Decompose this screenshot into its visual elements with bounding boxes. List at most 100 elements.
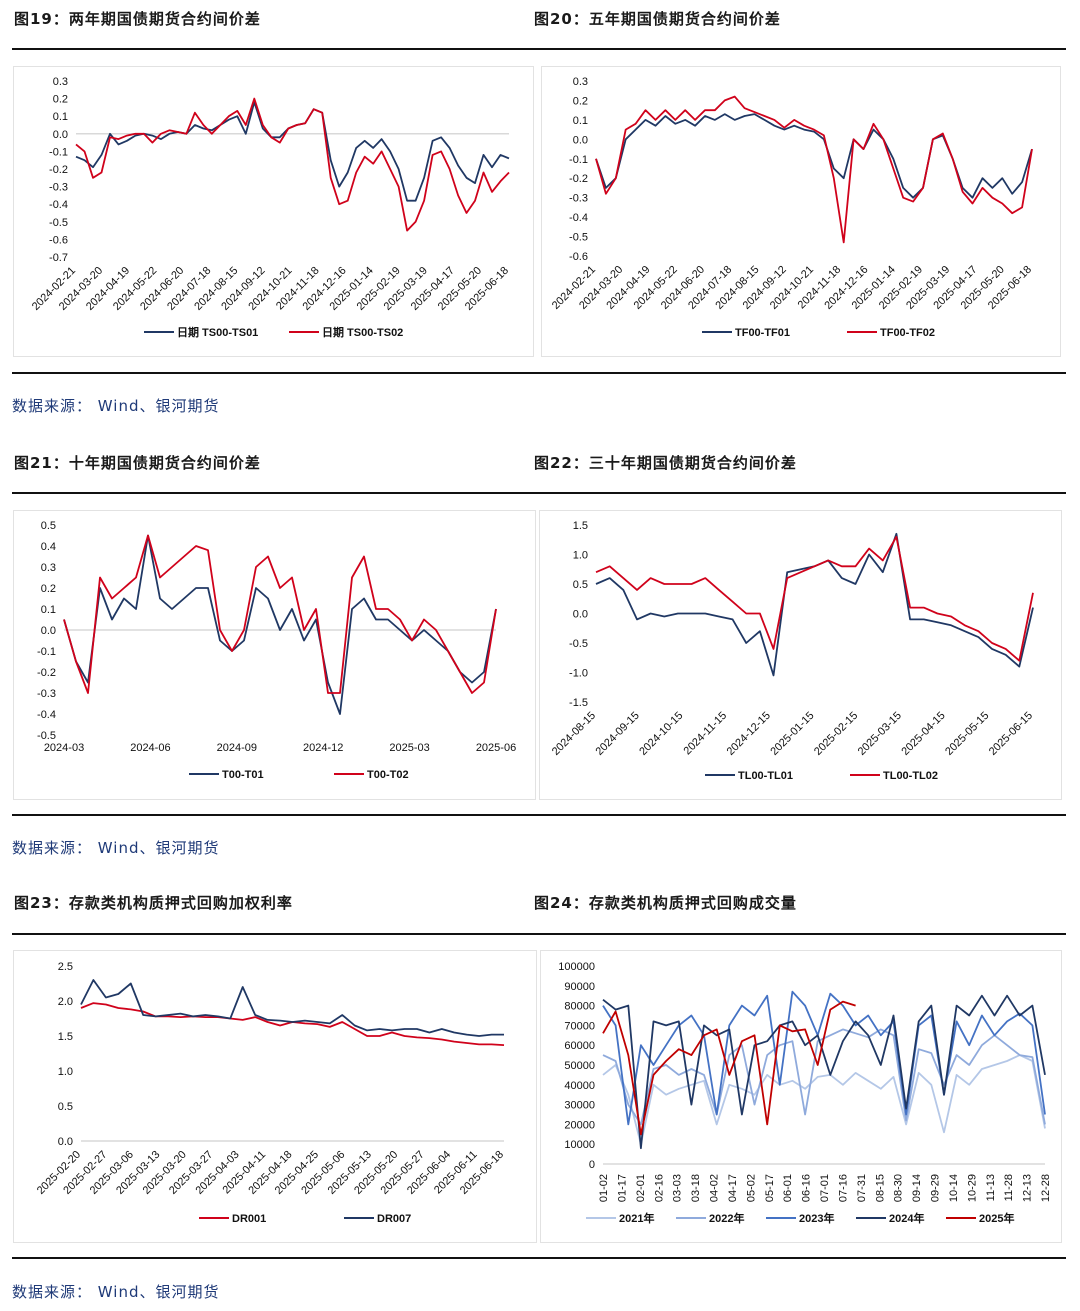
y-tick-label: 0.2 — [53, 94, 68, 106]
legend-label: T00-T02 — [367, 769, 409, 781]
y-tick-label: -0.4 — [37, 709, 56, 721]
y-tick-label: 90000 — [564, 981, 595, 993]
x-tick-label: 11-28 — [1003, 1174, 1015, 1201]
x-tick-label: 09-14 — [911, 1174, 923, 1202]
y-tick-label: -0.6 — [49, 234, 68, 246]
x-tick-label: 06-01 — [782, 1174, 794, 1202]
divider — [12, 814, 1066, 816]
y-tick-label: 0.2 — [41, 583, 56, 595]
chart-title-21: 图21：十年期国债期货合约间价差 — [14, 454, 261, 472]
y-tick-label: 0.1 — [53, 111, 68, 123]
x-tick-label: 03-18 — [690, 1174, 702, 1202]
y-tick-label: 0.3 — [573, 76, 588, 88]
y-tick-label: 100000 — [558, 961, 595, 973]
source-note: 数据来源： Wind、银河期货 — [12, 397, 220, 415]
x-tick-label: 2025-05-15 — [943, 710, 991, 758]
chart-title-20: 图20：五年期国债期货合约间价差 — [534, 10, 781, 28]
y-tick-label: 0.5 — [573, 579, 588, 591]
y-tick-label: 0.3 — [53, 76, 68, 88]
x-tick-label: 07-31 — [856, 1174, 868, 1202]
y-tick-label: -0.3 — [37, 688, 56, 700]
x-tick-label: 2024-10-15 — [637, 710, 685, 758]
y-tick-label: -0.1 — [37, 646, 56, 658]
y-tick-label: 2.0 — [58, 996, 73, 1008]
x-tick-label: 02-16 — [653, 1174, 665, 1202]
y-tick-label: 0.0 — [573, 609, 588, 621]
x-tick-label: 07-16 — [837, 1174, 849, 1202]
y-tick-label: 0.3 — [41, 562, 56, 574]
chart-title-19: 图19：两年期国债期货合约间价差 — [14, 10, 261, 28]
y-tick-label: 0.1 — [41, 604, 56, 616]
x-tick-label: 2024-12 — [303, 742, 343, 754]
y-tick-label: 0.0 — [53, 129, 68, 141]
y-tick-label: 1.5 — [573, 520, 588, 532]
y-tick-label: 0.0 — [58, 1136, 73, 1148]
y-tick-label: -0.1 — [49, 146, 68, 158]
y-tick-label: 0.0 — [41, 625, 56, 637]
series-line-日期 TS00-TS01 — [75, 101, 510, 202]
y-tick-label: -0.5 — [569, 638, 588, 650]
y-tick-label: 50000 — [564, 1060, 595, 1072]
x-tick-label: 05-17 — [764, 1174, 776, 1202]
y-tick-label: 20000 — [564, 1119, 595, 1131]
x-tick-label: 2025-06 — [476, 742, 516, 754]
x-tick-label: 2025-02-15 — [812, 710, 860, 758]
chart-title-24: 图24：存款类机构质押式回购成交量 — [534, 894, 797, 912]
legend-label: DR001 — [232, 1213, 266, 1225]
y-tick-label: 30000 — [564, 1100, 595, 1112]
x-tick-label: 2024-06 — [130, 742, 170, 754]
x-tick-label: 04-02 — [709, 1174, 721, 1202]
chart-ts-spread: 0.3 0.2 0.1 0.0 -0.1 -0.2 -0.3 -0.4 -0.5 -0.6 -0.7… — [13, 66, 534, 357]
x-tick-label: 01-02 — [598, 1174, 610, 1202]
y-tick-label: -0.2 — [37, 667, 56, 679]
x-tick-label: 05-02 — [745, 1174, 757, 1202]
series-line-2025年 — [602, 1000, 856, 1136]
chart-dr-rate: 2.5 2.0 1.5 1.0 0.5 0.0 2025-02-20 2025-02-27 20… — [13, 950, 537, 1243]
y-tick-label: 0.4 — [41, 541, 56, 553]
divider — [12, 1257, 1066, 1259]
divider — [12, 492, 1066, 494]
x-tick-label: 2024-11-15 — [682, 710, 730, 758]
x-tick-label: 09-29 — [930, 1174, 942, 1202]
x-tick-label: 06-16 — [801, 1174, 813, 1202]
x-tick-label: 2024-09-15 — [594, 710, 642, 758]
y-tick-label: -0.5 — [37, 730, 56, 742]
series-line-DR001 — [80, 1002, 505, 1046]
legend-label: 2021年 — [619, 1211, 654, 1225]
y-tick-label: 0 — [589, 1159, 595, 1171]
legend-label: 2022年 — [709, 1211, 744, 1225]
y-tick-label: -1.0 — [569, 668, 588, 680]
x-tick-label: 12-13 — [1022, 1174, 1034, 1202]
y-tick-label: -1.5 — [569, 697, 588, 709]
divider — [12, 933, 1066, 935]
series-line-T00-T02 — [63, 534, 497, 694]
y-tick-label: 1.0 — [573, 550, 588, 562]
x-tick-label: 2024-08-15 — [550, 710, 598, 758]
x-tick-label: 07-01 — [819, 1174, 831, 1202]
y-tick-label: -0.7 — [49, 252, 68, 264]
y-tick-label: 0.5 — [58, 1101, 73, 1113]
y-tick-label: -0.1 — [569, 154, 588, 166]
y-tick-label: -0.3 — [569, 193, 588, 205]
x-tick-label: 2025-03 — [389, 742, 429, 754]
series-line-DR007 — [80, 979, 504, 1037]
series-line-2022年 — [602, 1028, 1046, 1126]
legend-label: TF00-TF01 — [735, 327, 790, 339]
x-tick-label: 2025-06-15 — [987, 710, 1035, 758]
x-tick-label: 2025-04-15 — [899, 710, 947, 758]
y-tick-label: 0.5 — [41, 520, 56, 532]
y-tick-label: 0.2 — [573, 95, 588, 107]
legend-label: 日期 TS00-TS01 — [177, 325, 258, 339]
x-tick-label: 02-01 — [635, 1174, 647, 1202]
legend-label: 2024年 — [889, 1211, 924, 1225]
x-tick-label: 10-29 — [966, 1174, 978, 1202]
x-tick-label: 2024-12-15 — [725, 710, 773, 758]
legend-label: 2023年 — [799, 1211, 834, 1225]
y-tick-label: -0.2 — [49, 164, 68, 176]
source-note: 数据来源： Wind、银河期货 — [12, 1283, 220, 1301]
x-tick-label: 2024-09 — [217, 742, 257, 754]
source-note: 数据来源： Wind、银河期货 — [12, 839, 220, 857]
legend-label: TF00-TF02 — [880, 327, 935, 339]
y-tick-label: -0.2 — [569, 173, 588, 185]
chart-title-23: 图23：存款类机构质押式回购加权利率 — [14, 894, 293, 912]
